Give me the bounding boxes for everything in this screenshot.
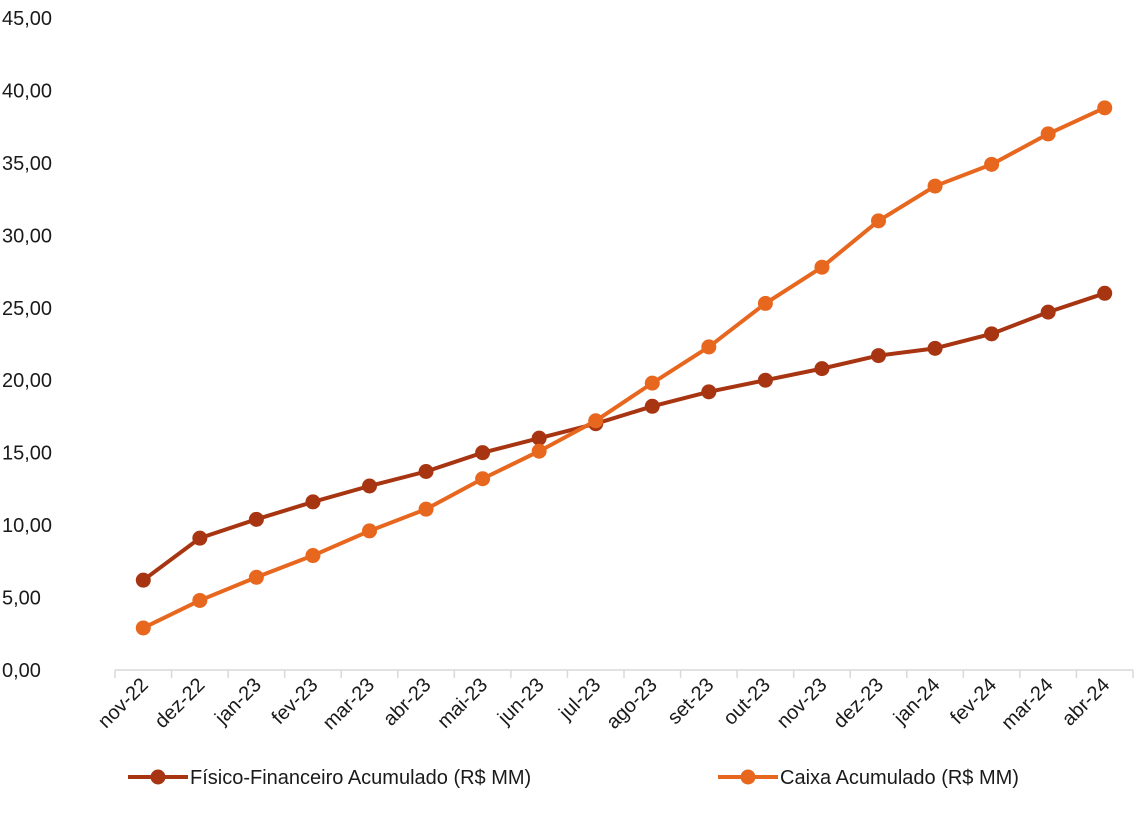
data-point bbox=[362, 478, 377, 494]
data-point bbox=[1040, 126, 1056, 142]
y-tick-label: 0,00 bbox=[2, 660, 41, 682]
data-point bbox=[871, 213, 886, 229]
data-point bbox=[418, 501, 434, 517]
data-point bbox=[757, 372, 773, 388]
data-point bbox=[531, 443, 547, 459]
data-point bbox=[1097, 100, 1113, 116]
x-tick-label: abr-24 bbox=[1058, 674, 1114, 730]
data-point bbox=[475, 445, 491, 461]
legend-label: Físico-Financeiro Acumulado (R$ MM) bbox=[190, 767, 531, 789]
data-point bbox=[192, 530, 208, 546]
y-tick-label: 30,00 bbox=[2, 225, 52, 247]
data-point bbox=[135, 620, 151, 636]
data-point bbox=[248, 569, 264, 585]
data-point bbox=[135, 572, 151, 588]
data-point bbox=[927, 340, 943, 356]
y-tick-label: 35,00 bbox=[2, 153, 52, 175]
data-point bbox=[305, 548, 321, 564]
legend: Físico-Financeiro Acumulado (R$ MM) Caixa… bbox=[128, 767, 1019, 789]
x-tick-label: fev-24 bbox=[946, 674, 1001, 729]
x-tick-label: fev-23 bbox=[268, 674, 323, 729]
data-point bbox=[814, 259, 830, 275]
x-axis-ticks bbox=[114, 670, 1134, 678]
data-point bbox=[927, 178, 943, 194]
legend-item: Físico-Financeiro Acumulado (R$ MM) bbox=[128, 767, 531, 789]
data-point bbox=[984, 156, 1000, 172]
legend-item: Caixa Acumulado (R$ MM) bbox=[718, 767, 1019, 789]
x-tick-label: abr-23 bbox=[379, 674, 435, 730]
legend-marker bbox=[740, 769, 756, 785]
y-axis-labels: 0,00 5,00 10,00 15,00 20,00 25,00 30,00 35,00 40… bbox=[2, 8, 52, 682]
x-tick-label: dez-22 bbox=[151, 674, 210, 733]
data-point bbox=[871, 348, 886, 364]
x-tick-label: dez-23 bbox=[829, 674, 888, 733]
data-point bbox=[248, 511, 264, 527]
series-1 bbox=[135, 285, 1113, 588]
x-tick-label: nov-23 bbox=[773, 674, 832, 733]
x-tick-label: mai-23 bbox=[433, 674, 492, 733]
legend-label: Caixa Acumulado (R$ MM) bbox=[780, 767, 1019, 789]
data-point bbox=[1040, 304, 1056, 320]
data-point bbox=[1097, 285, 1113, 301]
x-tick-label: jul-23 bbox=[554, 674, 605, 725]
data-point bbox=[757, 295, 773, 311]
data-point bbox=[475, 471, 491, 487]
data-point bbox=[362, 523, 377, 539]
data-point bbox=[192, 592, 208, 608]
data-point bbox=[701, 384, 717, 400]
data-point bbox=[644, 375, 660, 391]
series-2 bbox=[135, 100, 1113, 636]
y-tick-label: 5,00 bbox=[2, 588, 41, 610]
x-tick-label: jun-23 bbox=[493, 674, 549, 730]
data-point bbox=[588, 413, 604, 429]
y-tick-label: 40,00 bbox=[2, 80, 52, 102]
data-point bbox=[531, 430, 547, 446]
x-tick-label: mar-23 bbox=[319, 674, 379, 734]
x-tick-label: jan-23 bbox=[210, 674, 266, 730]
data-point bbox=[701, 339, 717, 355]
data-point bbox=[305, 494, 321, 510]
x-tick-label: ago-23 bbox=[602, 674, 662, 734]
y-tick-label: 10,00 bbox=[2, 515, 52, 537]
series-line bbox=[141, 105, 1107, 630]
y-tick-label: 25,00 bbox=[2, 298, 52, 320]
x-tick-label: jan-24 bbox=[889, 674, 945, 730]
series-line bbox=[141, 291, 1107, 583]
x-tick-label: mar-24 bbox=[997, 674, 1057, 734]
y-tick-label: 20,00 bbox=[2, 370, 52, 392]
data-point bbox=[814, 361, 830, 377]
y-tick-label: 45,00 bbox=[2, 8, 52, 30]
series-layer bbox=[135, 100, 1113, 636]
x-tick-label: set-23 bbox=[664, 674, 719, 729]
data-point bbox=[644, 398, 660, 414]
data-point bbox=[418, 464, 434, 480]
x-tick-label: out-23 bbox=[719, 674, 775, 730]
data-point bbox=[984, 326, 1000, 342]
y-tick-label: 15,00 bbox=[2, 443, 52, 465]
legend-marker bbox=[150, 769, 166, 785]
x-tick-label: nov-22 bbox=[94, 674, 153, 733]
